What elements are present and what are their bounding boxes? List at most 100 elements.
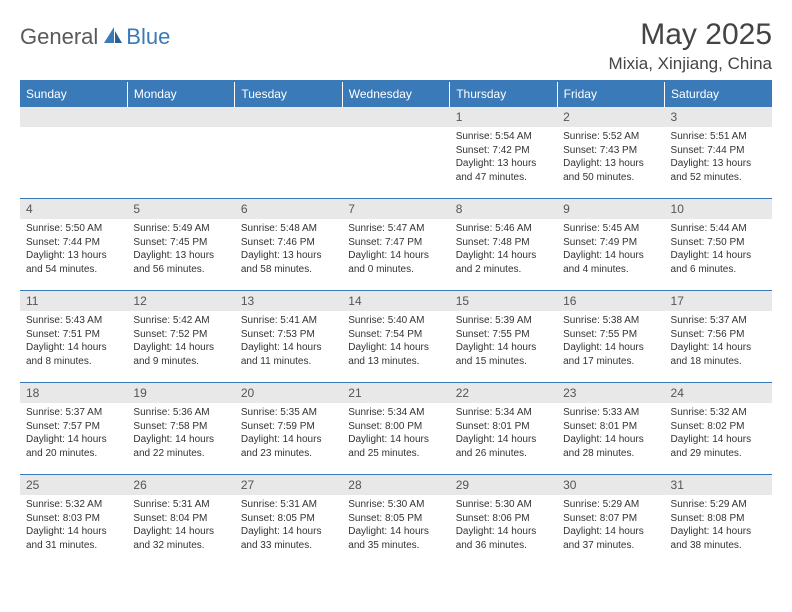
sunrise-text: Sunrise: 5:46 AM [456,222,551,236]
daylight-text: Daylight: 14 hours and 18 minutes. [671,341,766,368]
day-info: Sunrise: 5:44 AMSunset: 7:50 PMDaylight:… [665,219,772,280]
sunset-text: Sunset: 7:54 PM [348,328,443,342]
day-number: 29 [450,475,557,495]
sunset-text: Sunset: 8:07 PM [563,512,658,526]
day-cell: 20Sunrise: 5:35 AMSunset: 7:59 PMDayligh… [235,383,342,475]
daylight-text: Daylight: 13 hours and 56 minutes. [133,249,228,276]
sunset-text: Sunset: 8:00 PM [348,420,443,434]
day-number: 19 [127,383,234,403]
day-info: Sunrise: 5:30 AMSunset: 8:06 PMDaylight:… [450,495,557,556]
day-cell: 8Sunrise: 5:46 AMSunset: 7:48 PMDaylight… [450,199,557,291]
day-info: Sunrise: 5:34 AMSunset: 8:00 PMDaylight:… [342,403,449,464]
day-info: Sunrise: 5:41 AMSunset: 7:53 PMDaylight:… [235,311,342,372]
day-cell: 3Sunrise: 5:51 AMSunset: 7:44 PMDaylight… [665,107,772,199]
sunset-text: Sunset: 8:05 PM [348,512,443,526]
daylight-text: Daylight: 14 hours and 15 minutes. [456,341,551,368]
day-number: 7 [342,199,449,219]
sunrise-text: Sunrise: 5:38 AM [563,314,658,328]
daylight-text: Daylight: 14 hours and 13 minutes. [348,341,443,368]
day-number: 9 [557,199,664,219]
brand-part2: Blue [126,24,170,50]
day-cell: 25Sunrise: 5:32 AMSunset: 8:03 PMDayligh… [20,475,127,567]
day-number: 24 [665,383,772,403]
day-number: 8 [450,199,557,219]
weekday-header: Monday [127,81,234,107]
day-cell: 15Sunrise: 5:39 AMSunset: 7:55 PMDayligh… [450,291,557,383]
day-number: 17 [665,291,772,311]
sunset-text: Sunset: 7:50 PM [671,236,766,250]
sunset-text: Sunset: 7:48 PM [456,236,551,250]
daylight-text: Daylight: 14 hours and 33 minutes. [241,525,336,552]
weekday-header-row: SundayMondayTuesdayWednesdayThursdayFrid… [20,81,772,107]
day-cell: 12Sunrise: 5:42 AMSunset: 7:52 PMDayligh… [127,291,234,383]
day-cell: 17Sunrise: 5:37 AMSunset: 7:56 PMDayligh… [665,291,772,383]
sunrise-text: Sunrise: 5:35 AM [241,406,336,420]
brand-part1: General [20,24,98,50]
day-info: Sunrise: 5:49 AMSunset: 7:45 PMDaylight:… [127,219,234,280]
weekday-header: Wednesday [342,81,449,107]
sail-icon [102,25,124,50]
sunset-text: Sunset: 7:44 PM [671,144,766,158]
sunrise-text: Sunrise: 5:40 AM [348,314,443,328]
day-cell: 14Sunrise: 5:40 AMSunset: 7:54 PMDayligh… [342,291,449,383]
sunrise-text: Sunrise: 5:45 AM [563,222,658,236]
day-cell: 16Sunrise: 5:38 AMSunset: 7:55 PMDayligh… [557,291,664,383]
day-info: Sunrise: 5:37 AMSunset: 7:56 PMDaylight:… [665,311,772,372]
day-number: 18 [20,383,127,403]
daylight-text: Daylight: 14 hours and 8 minutes. [26,341,121,368]
day-number: 12 [127,291,234,311]
day-info: Sunrise: 5:31 AMSunset: 8:05 PMDaylight:… [235,495,342,556]
title-block: May 2025 Mixia, Xinjiang, China [609,18,772,74]
day-info: Sunrise: 5:40 AMSunset: 7:54 PMDaylight:… [342,311,449,372]
sunset-text: Sunset: 7:49 PM [563,236,658,250]
daylight-text: Daylight: 14 hours and 26 minutes. [456,433,551,460]
daylight-text: Daylight: 14 hours and 31 minutes. [26,525,121,552]
weekday-header: Thursday [450,81,557,107]
day-number: 23 [557,383,664,403]
sunset-text: Sunset: 8:03 PM [26,512,121,526]
day-info: Sunrise: 5:36 AMSunset: 7:58 PMDaylight:… [127,403,234,464]
sunrise-text: Sunrise: 5:34 AM [348,406,443,420]
sunrise-text: Sunrise: 5:32 AM [671,406,766,420]
daylight-text: Daylight: 14 hours and 2 minutes. [456,249,551,276]
sunset-text: Sunset: 7:55 PM [563,328,658,342]
sunset-text: Sunset: 7:56 PM [671,328,766,342]
sunrise-text: Sunrise: 5:31 AM [133,498,228,512]
day-info: Sunrise: 5:46 AMSunset: 7:48 PMDaylight:… [450,219,557,280]
sunrise-text: Sunrise: 5:30 AM [348,498,443,512]
sunset-text: Sunset: 7:51 PM [26,328,121,342]
day-number: 11 [20,291,127,311]
day-number: 10 [665,199,772,219]
day-number: 16 [557,291,664,311]
day-cell: 1Sunrise: 5:54 AMSunset: 7:42 PMDaylight… [450,107,557,199]
sunrise-text: Sunrise: 5:54 AM [456,130,551,144]
daylight-text: Daylight: 14 hours and 28 minutes. [563,433,658,460]
daylight-text: Daylight: 14 hours and 0 minutes. [348,249,443,276]
brand-logo: General Blue [20,18,170,50]
day-number: 27 [235,475,342,495]
weekday-header: Sunday [20,81,127,107]
day-number: 5 [127,199,234,219]
daylight-text: Daylight: 14 hours and 29 minutes. [671,433,766,460]
day-cell: 13Sunrise: 5:41 AMSunset: 7:53 PMDayligh… [235,291,342,383]
sunrise-text: Sunrise: 5:39 AM [456,314,551,328]
sunrise-text: Sunrise: 5:30 AM [456,498,551,512]
day-info: Sunrise: 5:33 AMSunset: 8:01 PMDaylight:… [557,403,664,464]
daylight-text: Daylight: 13 hours and 54 minutes. [26,249,121,276]
daylight-text: Daylight: 14 hours and 9 minutes. [133,341,228,368]
day-cell: 19Sunrise: 5:36 AMSunset: 7:58 PMDayligh… [127,383,234,475]
day-info: Sunrise: 5:30 AMSunset: 8:05 PMDaylight:… [342,495,449,556]
day-info: Sunrise: 5:32 AMSunset: 8:02 PMDaylight:… [665,403,772,464]
day-number: 3 [665,107,772,127]
sunset-text: Sunset: 7:55 PM [456,328,551,342]
sunrise-text: Sunrise: 5:42 AM [133,314,228,328]
day-cell: 24Sunrise: 5:32 AMSunset: 8:02 PMDayligh… [665,383,772,475]
empty-day [20,107,127,127]
day-cell: 28Sunrise: 5:30 AMSunset: 8:05 PMDayligh… [342,475,449,567]
calendar-table: SundayMondayTuesdayWednesdayThursdayFrid… [20,80,772,567]
day-cell [127,107,234,199]
weekday-header: Friday [557,81,664,107]
day-info: Sunrise: 5:42 AMSunset: 7:52 PMDaylight:… [127,311,234,372]
day-number: 30 [557,475,664,495]
week-row: 4Sunrise: 5:50 AMSunset: 7:44 PMDaylight… [20,199,772,291]
